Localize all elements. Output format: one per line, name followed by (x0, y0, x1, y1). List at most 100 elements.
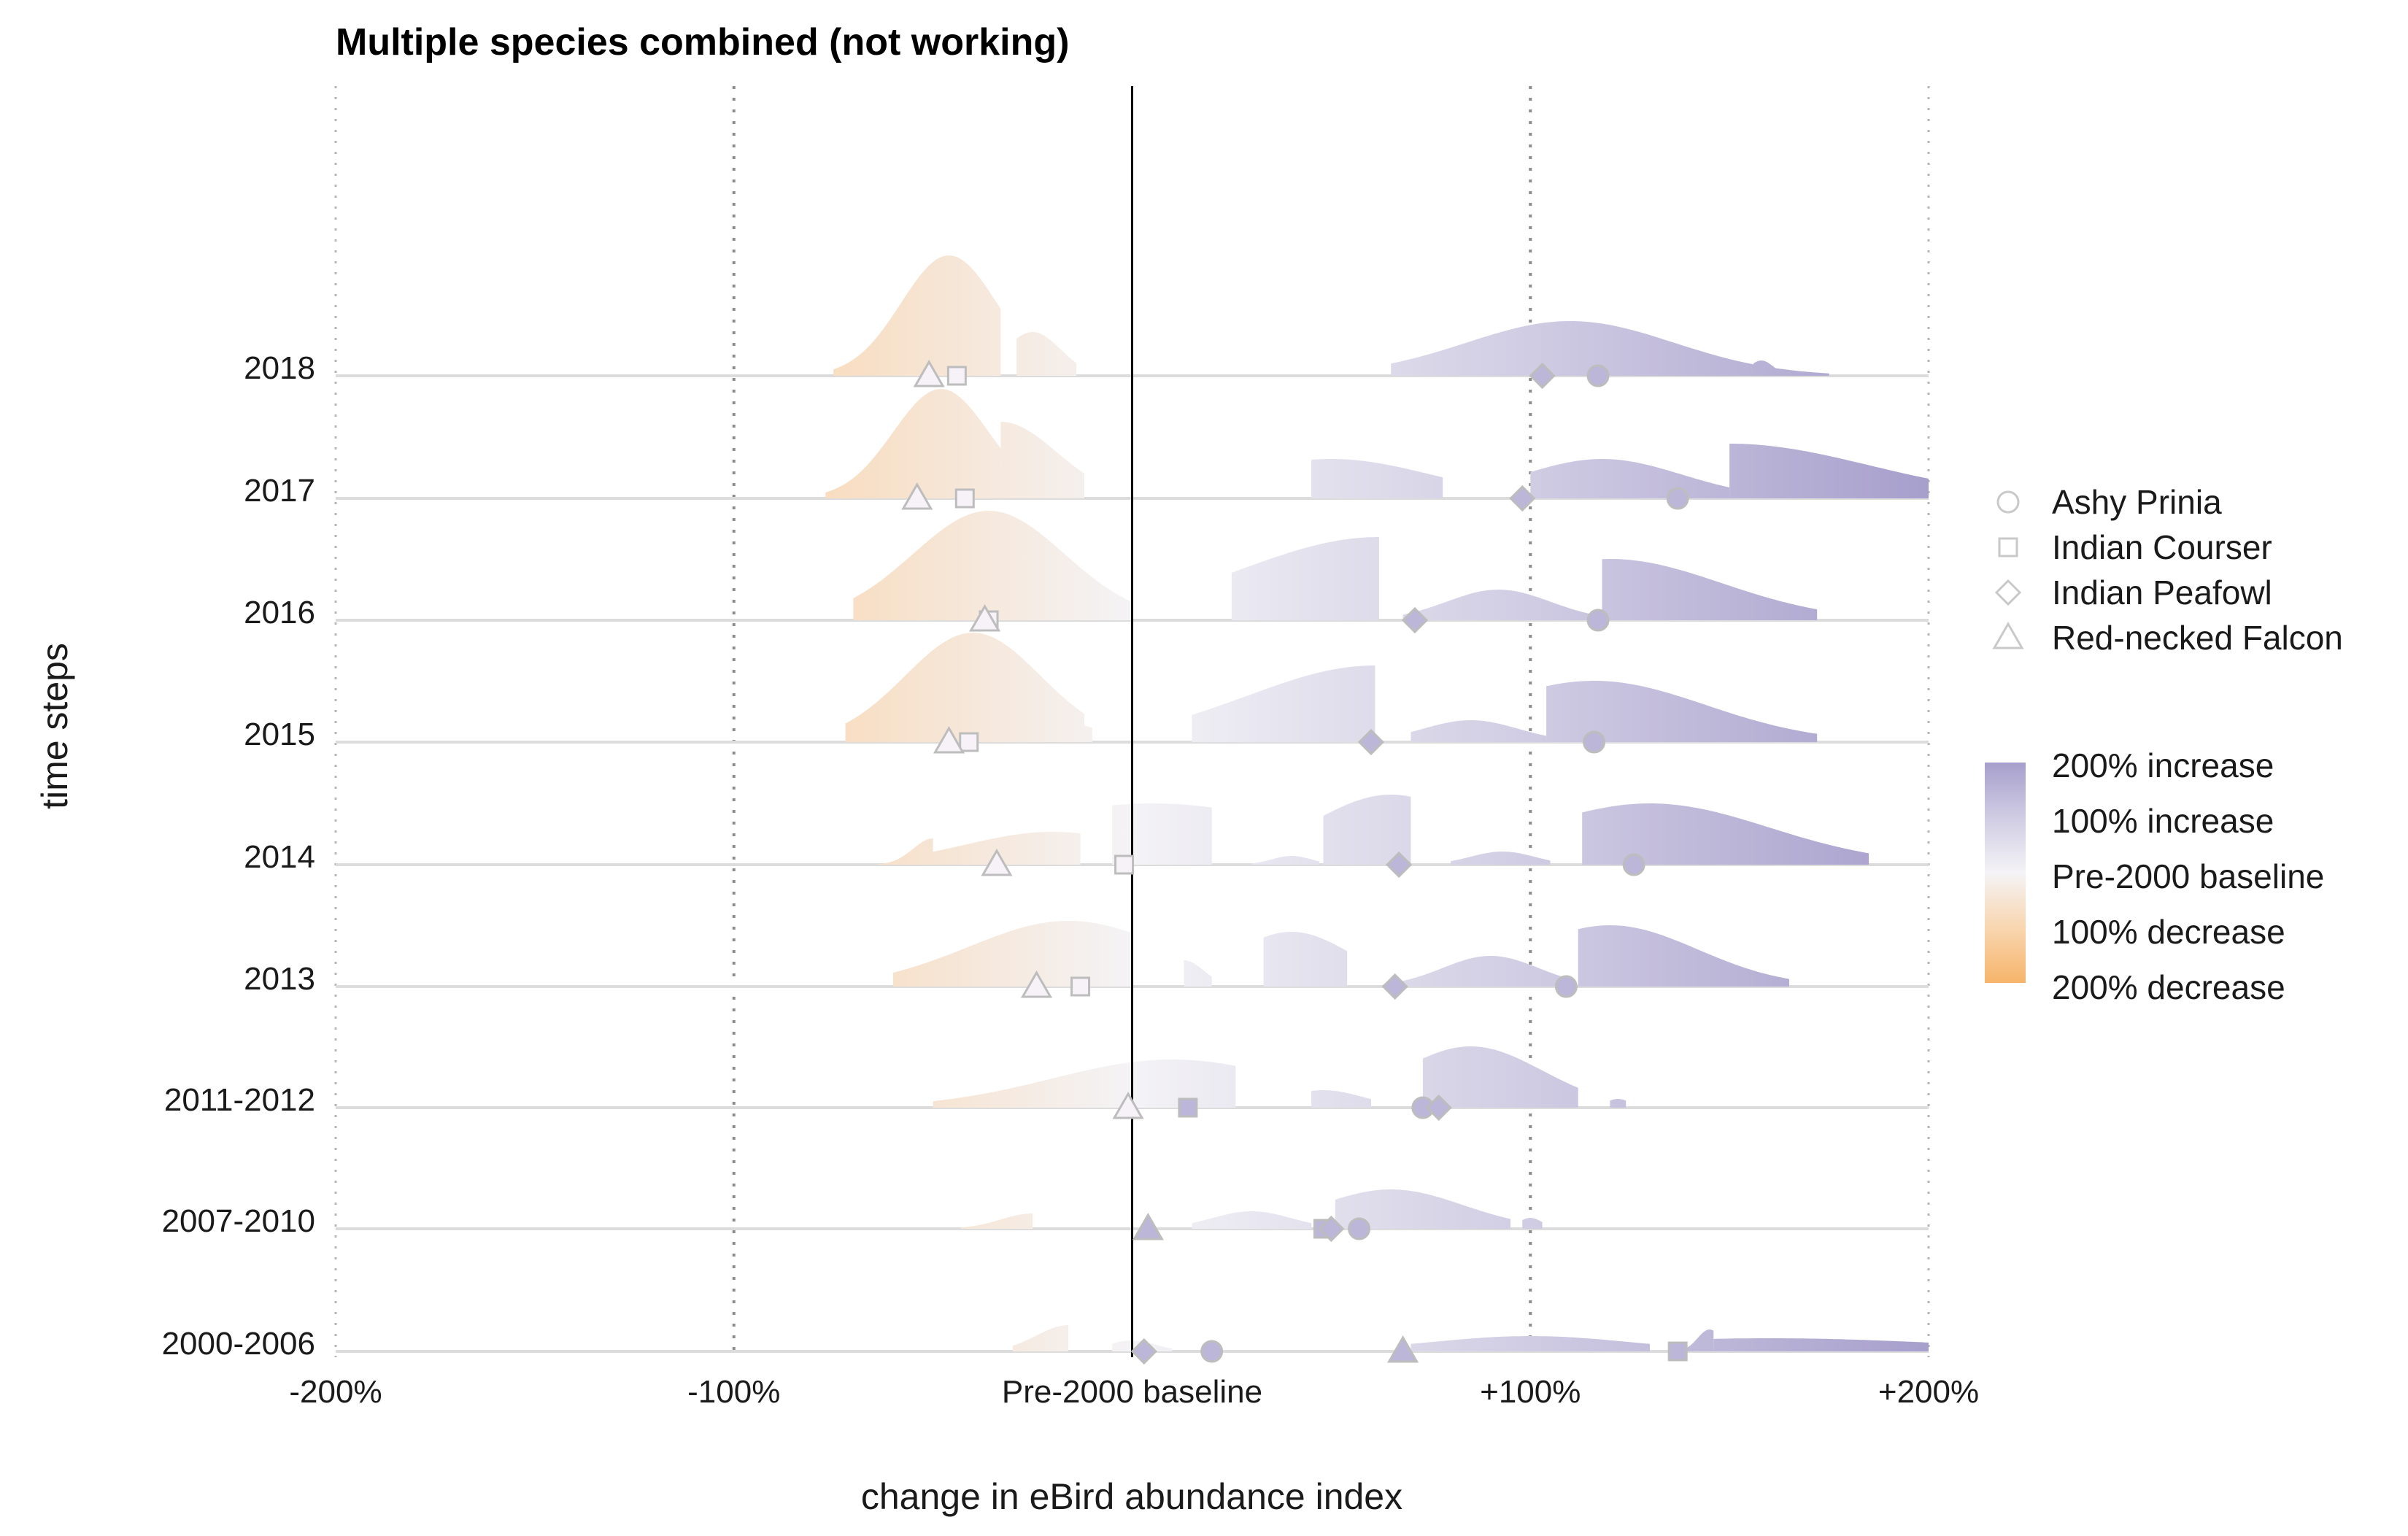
ridge-density (1192, 1211, 1312, 1229)
species-marker (946, 366, 967, 386)
legend-label: Ashy Prinia (2052, 483, 2222, 521)
species-marker (954, 488, 975, 509)
y-tick-label: 2016 (244, 595, 315, 630)
ridge-density (1012, 1325, 1069, 1351)
legend-label: Indian Peafowl (2052, 574, 2272, 611)
ridge-density (893, 921, 1132, 987)
ridge-density (1522, 1218, 1543, 1229)
species-marker (1529, 362, 1556, 390)
species-marker (1387, 1335, 1419, 1363)
colorbar-label: 200% decrease (2052, 968, 2285, 1006)
colorbar-label: 100% decrease (2052, 913, 2285, 951)
species-marker (1132, 1212, 1164, 1240)
x-tick-label: -100% (687, 1374, 780, 1410)
species-marker (1666, 487, 1689, 510)
ridge-density (1602, 559, 1818, 620)
species-marker (1200, 1340, 1224, 1363)
ridge-density (1402, 590, 1598, 620)
species-marker (1130, 1338, 1157, 1365)
species-marker (1381, 973, 1408, 1000)
y-tick-label: 2013 (244, 961, 315, 997)
species-marker (933, 725, 965, 754)
ridge-density (1251, 856, 1319, 865)
species-marker (1586, 609, 1610, 632)
ridge-density (1383, 956, 1562, 987)
ridge-density (1184, 960, 1212, 987)
species-marker (901, 482, 933, 510)
y-tick-label: 2015 (244, 717, 315, 752)
species-marker (1112, 1091, 1144, 1119)
x-axis-ticks: -200% -100% Pre-2000 baseline +100% +200% (289, 1374, 1979, 1410)
y-tick-label: 2014 (244, 839, 315, 875)
ridge-density (913, 832, 1081, 865)
species-markers (901, 359, 1689, 1365)
y-axis-ticks: 2000-2006 2007-2010 2011-2012 2013 2014 2015 2… (162, 350, 315, 1362)
grid-lines (334, 86, 1930, 1357)
ridge-density (1578, 925, 1789, 987)
ridge-density (1422, 1046, 1578, 1108)
species-marker (1386, 851, 1413, 879)
ridge-density (1112, 803, 1212, 865)
ridge-density (1263, 932, 1348, 987)
ridge-density (1192, 665, 1375, 742)
x-tick-label: +100% (1480, 1374, 1581, 1410)
ridge-density (1323, 795, 1411, 865)
ridge-density (1610, 1099, 1626, 1108)
species-marker (1020, 970, 1053, 998)
species-marker (959, 732, 979, 752)
ridge-density (1411, 720, 1547, 742)
ridge-density (1311, 459, 1443, 498)
legend-key (1996, 490, 2020, 514)
colorbar (1985, 763, 2026, 983)
species-marker (1114, 854, 1135, 875)
legend-key (1994, 579, 2022, 606)
y-axis-label: time steps (34, 643, 75, 809)
legend-label: Red-necked Falcon (2052, 619, 2343, 657)
colorbar-label: Pre-2000 baseline (2052, 857, 2324, 895)
ridge-density (1729, 444, 1929, 498)
y-tick-label: 2011-2012 (164, 1082, 315, 1118)
species-marker (1357, 728, 1385, 756)
species-marker (1401, 606, 1429, 634)
species-marker (1070, 976, 1091, 997)
species-marker (968, 603, 1001, 632)
chart-title: Multiple species combined (not working) (336, 21, 1069, 63)
species-marker (1622, 853, 1645, 876)
legend-key (1992, 621, 2024, 649)
colorbar-label: 100% increase (2052, 802, 2274, 840)
ridge-density (1391, 321, 1829, 376)
ridge-density (1335, 1189, 1510, 1229)
x-tick-label: Pre-2000 baseline (1002, 1374, 1262, 1410)
ridge-density (853, 511, 1132, 620)
ridge-density (960, 1213, 1033, 1229)
species-marker (1667, 1341, 1688, 1362)
legend-key (1998, 537, 2018, 557)
ridge-density (1000, 422, 1084, 498)
colorbar-label: 200% increase (2052, 746, 2274, 784)
species-marker (1348, 1217, 1371, 1240)
y-tick-label: 2018 (244, 350, 315, 386)
x-tick-label: +200% (1878, 1374, 1979, 1410)
species-marker (1425, 1094, 1452, 1122)
ridge-density (1753, 360, 1782, 376)
legend-species: Ashy Prinia Indian Courser Indian Peafowl R… (1992, 483, 2343, 657)
ridge-density (1713, 1338, 1929, 1351)
x-axis-label: change in eBird abundance index (861, 1476, 1402, 1517)
ridge-density (1231, 537, 1379, 620)
ridge-density (933, 1060, 1236, 1108)
ridge-density (1582, 803, 1869, 865)
ridge-density (1016, 332, 1077, 376)
species-marker (981, 848, 1013, 876)
species-marker (1318, 1215, 1345, 1243)
species-marker (1586, 364, 1610, 387)
ridge-density (1411, 1336, 1650, 1351)
species-marker (1583, 730, 1606, 754)
y-tick-label: 2000-2006 (162, 1326, 315, 1362)
species-marker (1554, 975, 1578, 998)
legend-label: Indian Courser (2052, 528, 2272, 566)
ridge-density (1673, 1329, 1714, 1351)
ridge-density (1311, 1090, 1371, 1108)
ridge-density (1530, 459, 1730, 498)
